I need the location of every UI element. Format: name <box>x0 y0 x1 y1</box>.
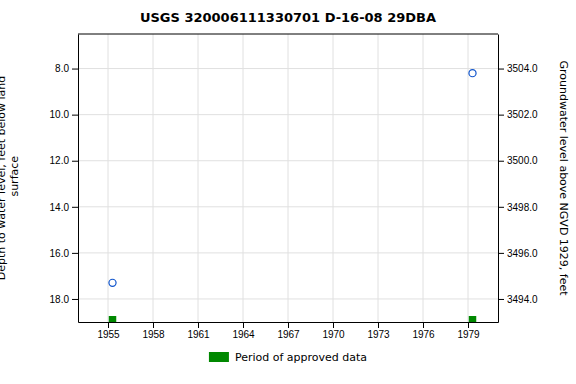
tick-mark <box>498 69 504 70</box>
grid-line-y <box>78 206 498 207</box>
tick-label: 18.0 <box>50 294 70 305</box>
tick: 10.0 <box>50 109 78 120</box>
x-axis: 1955 1958 1961 1964 1967 1970 1973 1976 1979 <box>79 322 499 340</box>
tick-mark <box>288 322 289 328</box>
title: USGS 320006111330701 D-16-08 29DBA <box>140 10 436 25</box>
tick: 18.0 <box>50 294 78 305</box>
tick-mark <box>378 322 379 328</box>
grid-line-y <box>78 252 498 253</box>
tick-label: 1970 <box>322 329 345 340</box>
tick: 1970 <box>322 322 345 340</box>
legend-item: Period of approved data <box>209 351 367 364</box>
tick-label: 10.0 <box>50 109 70 120</box>
tick: 1979 <box>457 322 480 340</box>
tick-label: 1973 <box>367 329 390 340</box>
tick-mark <box>243 322 244 328</box>
tick-label: 12.0 <box>50 155 70 166</box>
grid-line-x <box>378 34 379 322</box>
tick: 1973 <box>367 322 390 340</box>
y2-axis-label: Groundwater level above NGVD 1929, feet <box>557 60 570 296</box>
tick: 1955 <box>97 322 120 340</box>
tick: 1958 <box>142 322 165 340</box>
legend: Period of approved data <box>209 351 367 364</box>
point <box>469 70 476 77</box>
y2-axis: 3494.0 3496.0 3498.0 3500.0 3502.0 3504.0 <box>498 35 538 323</box>
tick-mark <box>72 161 78 162</box>
grid-line-x <box>243 34 244 322</box>
tick: 12.0 <box>50 155 78 166</box>
grid-line-y <box>78 298 498 299</box>
tick-label: 1964 <box>232 329 255 340</box>
tick: 3494.0 <box>498 294 538 305</box>
tick-mark <box>423 322 424 328</box>
tick: 3500.0 <box>498 155 538 166</box>
axis-domain <box>498 35 499 323</box>
tick-mark <box>333 322 334 328</box>
tick-mark <box>72 253 78 254</box>
grid-line-y <box>78 68 498 69</box>
tick-mark <box>498 299 504 300</box>
grid-line-y <box>78 114 498 115</box>
tick-label: 1967 <box>277 329 300 340</box>
grid-line-x <box>108 34 109 322</box>
grid-line-x <box>198 34 199 322</box>
axis-domain <box>78 35 79 323</box>
tick: 3502.0 <box>498 109 538 120</box>
tick: 1976 <box>412 322 435 340</box>
tick-mark <box>153 322 154 328</box>
y-axis: 8.0 10.0 12.0 14.0 16.0 18.0 <box>50 35 79 323</box>
grid-line-x <box>423 34 424 322</box>
tick-mark <box>498 207 504 208</box>
y-axis-label: Depth to water level, feet below land su… <box>0 76 21 281</box>
tick: 3498.0 <box>498 202 538 213</box>
tick-label: 3504.0 <box>507 63 538 74</box>
tick-mark <box>198 322 199 328</box>
tick-mark <box>72 207 78 208</box>
approved-bar <box>469 316 477 322</box>
grid-line-y <box>78 160 498 161</box>
tick-label: 3502.0 <box>507 109 538 120</box>
tick-mark <box>498 115 504 116</box>
tick-label: 3500.0 <box>507 155 538 166</box>
tick-label: 3498.0 <box>507 202 538 213</box>
tick-label: 1976 <box>412 329 435 340</box>
tick-label: 8.0 <box>55 63 69 74</box>
marks <box>109 70 477 322</box>
tick-mark <box>108 322 109 328</box>
tick-mark <box>498 161 504 162</box>
tick-label: 1955 <box>97 329 120 340</box>
tick-mark <box>72 299 78 300</box>
tick: 1964 <box>232 322 255 340</box>
tick-mark <box>498 253 504 254</box>
approved-bar <box>109 316 117 322</box>
tick: 1961 <box>187 322 210 340</box>
tick-label: 14.0 <box>50 202 70 213</box>
tick-label: 1958 <box>142 329 165 340</box>
tick-label: 1961 <box>187 329 210 340</box>
tick-label: 3494.0 <box>507 294 538 305</box>
tick: 1967 <box>277 322 300 340</box>
tick: 8.0 <box>55 63 78 74</box>
frame <box>78 34 498 35</box>
grid-line-x <box>333 34 334 322</box>
tick: 14.0 <box>50 202 78 213</box>
tick-mark <box>72 115 78 116</box>
plot: 1955 1958 1961 1964 1967 1970 1973 1976 1979 8.0 1… <box>50 34 538 340</box>
tick: 3496.0 <box>498 248 538 259</box>
chart: 1955 1958 1961 1964 1967 1970 1973 1976 1979 8.0 1… <box>0 0 576 384</box>
tick: 16.0 <box>50 248 78 259</box>
tick-label: 16.0 <box>50 248 70 259</box>
grid <box>78 34 498 322</box>
point <box>109 279 116 286</box>
grid-line-x <box>153 34 154 322</box>
tick: 3504.0 <box>498 63 538 74</box>
legend-swatch <box>209 352 229 362</box>
tick-mark <box>468 322 469 328</box>
tick-mark <box>72 69 78 70</box>
grid-line-x <box>288 34 289 322</box>
grid-line-x <box>468 34 469 322</box>
legend-label: Period of approved data <box>235 351 367 364</box>
tick-label: 3496.0 <box>507 248 538 259</box>
tick-label: 1979 <box>457 329 480 340</box>
